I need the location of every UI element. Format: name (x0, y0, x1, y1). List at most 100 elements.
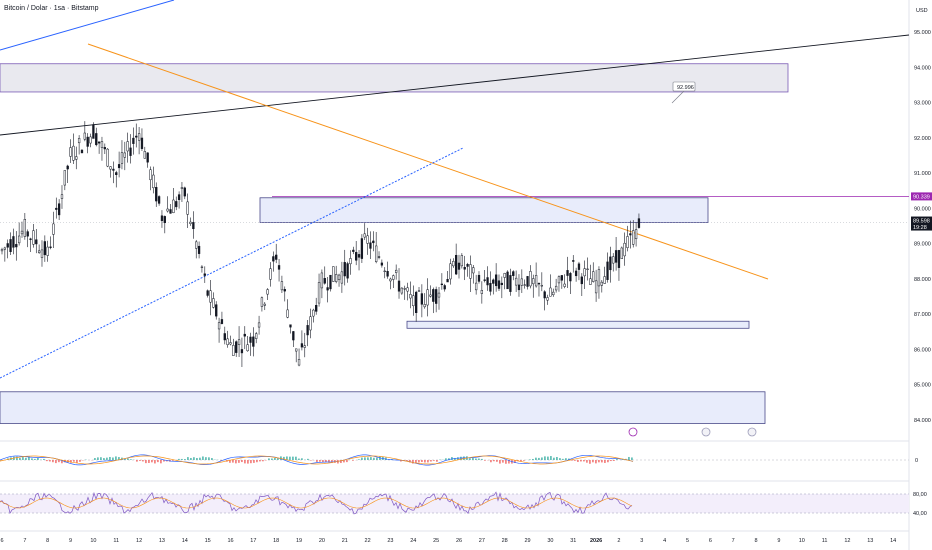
macd-bar (484, 460, 486, 461)
macd-bar (49, 460, 51, 462)
candle-body (340, 271, 344, 284)
candle-body (637, 218, 641, 228)
macd-bar (202, 456, 204, 460)
macd-bar (310, 460, 312, 461)
macd-bar (196, 458, 198, 460)
earnings-marker (628, 427, 638, 437)
macd-bar (178, 458, 180, 460)
candle-body (183, 187, 186, 197)
macd-bar (286, 456, 288, 460)
macd-bar (16, 456, 18, 460)
candle-body (586, 268, 589, 270)
candle-body (417, 290, 421, 292)
price-tick-label: 90.000 (914, 206, 931, 212)
macd-bar (472, 457, 474, 460)
candle-body (383, 270, 386, 273)
time-tick-label: 14 (182, 538, 188, 544)
time-tick-label: 12 (136, 538, 142, 544)
us-flag-marker (701, 427, 711, 437)
candle-body (215, 304, 218, 317)
candle-body (432, 289, 435, 302)
macd-bar (187, 457, 189, 460)
time-tick-label: 11 (822, 538, 828, 544)
candle-body (40, 249, 44, 258)
macd-bar (406, 460, 408, 462)
candle-body (55, 207, 58, 210)
candle-body (129, 147, 132, 156)
macd-bar (25, 457, 27, 460)
macd-bar (157, 460, 159, 463)
symbol-title: Bitcoin / Dolar · 1sa · Bitstamp (4, 5, 99, 12)
macd-bar (367, 457, 369, 460)
candle-body (463, 266, 466, 270)
candle-body (289, 324, 292, 328)
candle-body (9, 239, 12, 252)
macd-bar (418, 460, 420, 463)
candle-body (203, 273, 206, 276)
candle-body (443, 285, 446, 290)
candle-body (3, 247, 7, 250)
candle-body (83, 132, 86, 140)
candle-body (69, 147, 72, 157)
candle-body (166, 208, 169, 212)
macd-bar (64, 460, 66, 463)
macd-bar (316, 460, 318, 462)
candle-body (60, 194, 64, 199)
macd-bar (307, 458, 309, 460)
candle-body (497, 280, 501, 289)
candle-body (77, 138, 81, 144)
candle-body (286, 309, 289, 318)
candle-body (177, 194, 181, 200)
time-tick-label: 18 (273, 538, 279, 544)
candle-body (280, 281, 284, 291)
time-tick-label: 20 (319, 538, 325, 544)
macd-bar (274, 457, 276, 460)
candle-body (6, 243, 9, 248)
annotation-box (672, 81, 696, 92)
candle-body (232, 345, 235, 356)
time-tick-label: 23 (387, 538, 393, 544)
candle-body (355, 252, 358, 261)
macd-bar (595, 460, 597, 464)
candle-body (323, 278, 326, 284)
macd-bar (496, 460, 498, 462)
candle-body (123, 152, 126, 158)
macd-bar (211, 458, 213, 460)
macd-bar (208, 457, 210, 460)
time-tick-label: 28 (502, 538, 508, 544)
macd-bar (601, 460, 603, 463)
candle-body (155, 187, 158, 202)
macd-bar (421, 460, 423, 462)
candle-body (589, 278, 592, 285)
candle-body (537, 283, 541, 285)
macd-bar (481, 458, 483, 460)
time-tick-label: 2 (617, 538, 620, 544)
candle-body (626, 236, 629, 248)
candle-body (255, 333, 258, 339)
candle-body (397, 280, 401, 292)
current-price-label: 89.598 (913, 219, 930, 225)
candle-body (617, 250, 621, 268)
candle-body (306, 325, 309, 336)
candle-body (357, 254, 361, 258)
macd-bar (541, 457, 543, 460)
macd-bar (586, 460, 588, 463)
candle-body (137, 133, 141, 141)
trend-line-orange (87, 43, 769, 280)
candle-body (277, 265, 281, 270)
candle-body (469, 264, 472, 279)
macd-bar (430, 460, 432, 462)
candle-body (474, 282, 478, 291)
candle-body (597, 269, 601, 287)
candle-body (37, 250, 41, 253)
macd-bar (604, 460, 606, 463)
candle-body (389, 278, 392, 282)
time-tick-label: 19 (296, 538, 302, 544)
macd-bar (172, 460, 174, 461)
candle-body (192, 222, 195, 230)
macd-bar (433, 460, 435, 461)
macd-bar (628, 456, 630, 460)
candle-body (35, 239, 38, 245)
price-tick-label: 94.000 (914, 65, 931, 71)
